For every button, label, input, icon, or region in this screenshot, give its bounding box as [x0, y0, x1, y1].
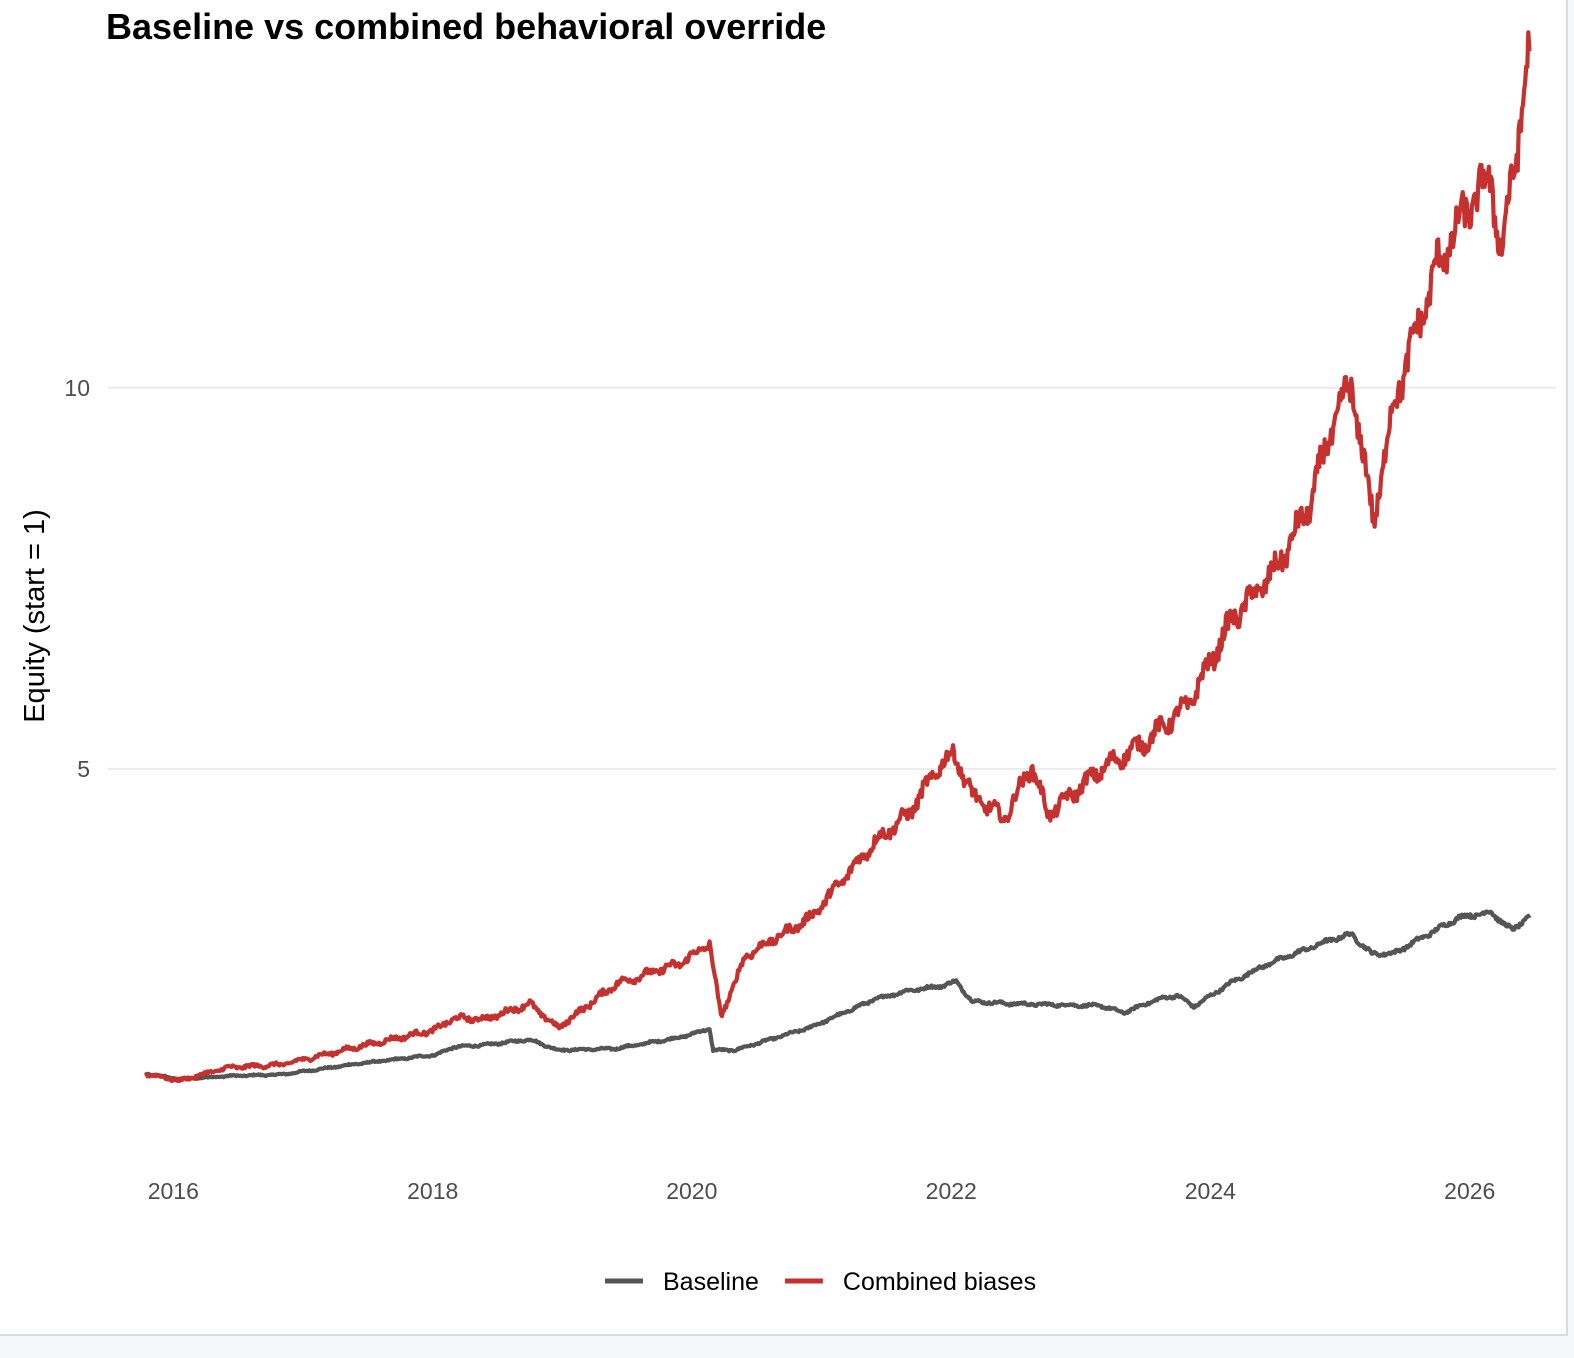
legend-label-baseline: Baseline	[663, 1268, 759, 1296]
x-tick-label-2016: 2016	[148, 1178, 199, 1204]
legend-label-combined-biases: Combined biases	[843, 1268, 1036, 1296]
chart-title: Baseline vs combined behavioral override	[106, 6, 827, 47]
x-axis-ticks: 2016 2018 2020 2022 2024 2026	[148, 1178, 1496, 1204]
legend: Baseline Combined biases	[605, 1268, 1036, 1296]
series-line-baseline	[144, 909, 1532, 1082]
x-tick-label-2022: 2022	[926, 1178, 977, 1204]
y-tick-label-5: 5	[77, 756, 90, 782]
x-tick-label-2024: 2024	[1185, 1178, 1236, 1204]
y-axis-ticks: 5 10	[64, 375, 90, 782]
x-tick-label-2018: 2018	[407, 1178, 458, 1204]
y-tick-label-10: 10	[64, 375, 90, 401]
gridlines	[108, 386, 1556, 770]
series-line-combined-biases	[143, 30, 1532, 1083]
series-lines	[143, 30, 1532, 1083]
x-tick-label-2020: 2020	[666, 1178, 717, 1204]
y-axis-title: Equity (start = 1)	[19, 509, 51, 723]
x-tick-label-2026: 2026	[1444, 1178, 1495, 1204]
